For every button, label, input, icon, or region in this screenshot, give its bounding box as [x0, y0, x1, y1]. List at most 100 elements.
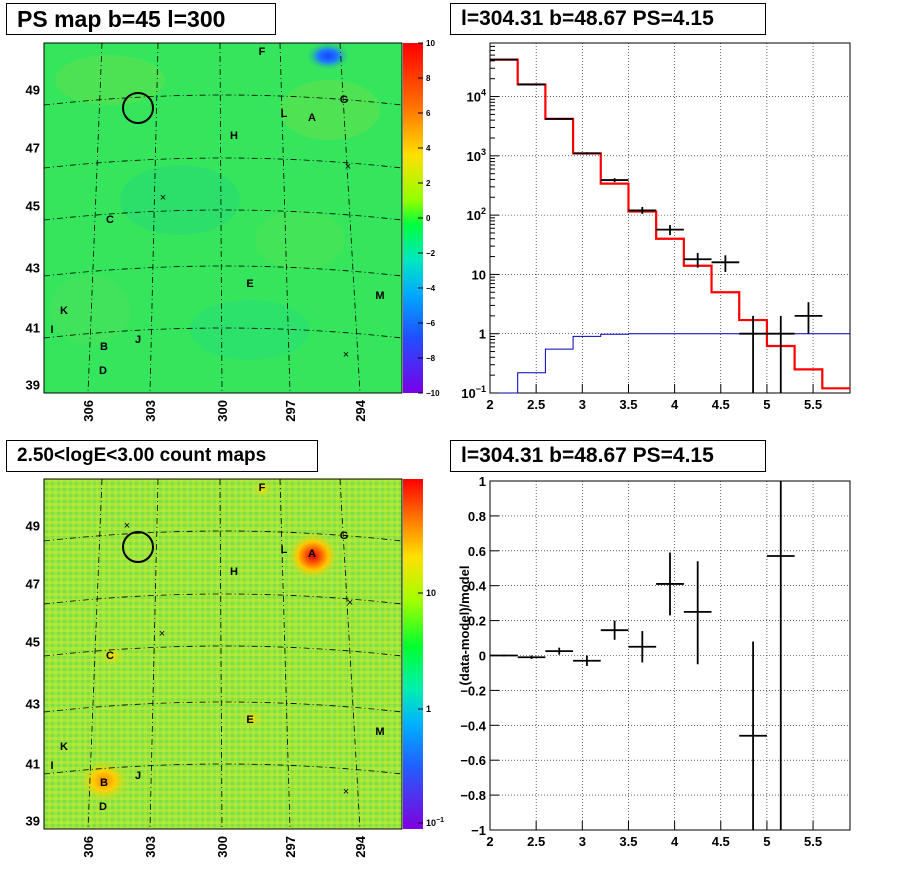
source-label-e: E — [246, 714, 253, 726]
longitude-line — [219, 42, 223, 394]
x-tick-label: 2.5 — [527, 397, 545, 412]
ps-map-grid — [43, 42, 403, 394]
source-marker: × — [347, 597, 353, 609]
source-marker: × — [124, 520, 130, 532]
colorbar-tick-label: 0 — [426, 214, 431, 223]
ps-map-colorbar — [403, 43, 423, 393]
x-tick-label: 2.5 — [527, 834, 545, 849]
y-tick-label: 45 — [26, 198, 40, 213]
y-tick-label: 10−1 — [461, 384, 486, 401]
source-label-h: H — [230, 130, 238, 142]
ps-map-negative-blob — [306, 42, 350, 70]
longitude-line — [279, 478, 291, 830]
colorbar-tick-label: −4 — [426, 284, 436, 293]
x-tick-label: 300 — [215, 836, 230, 858]
data-point — [517, 83, 546, 86]
residual-point — [545, 647, 574, 655]
source-label-l: L — [281, 544, 288, 556]
y-tick-label: 1 — [479, 327, 486, 342]
source-label-f: F — [259, 46, 266, 58]
colorbar-tick-label: 10 — [426, 39, 435, 48]
ps-map-target-circle — [122, 92, 154, 124]
y-tick-label: −0.2 — [460, 683, 486, 698]
data-point — [656, 225, 684, 236]
source-label-j: J — [135, 770, 141, 782]
source-label-b: B — [100, 341, 108, 353]
source-marker: × — [159, 628, 165, 640]
x-tick-label: 3 — [579, 834, 586, 849]
x-tick-label: 4.5 — [712, 397, 730, 412]
ps-map-texture — [50, 55, 380, 360]
longitude-line — [87, 42, 103, 394]
count-map-grid — [43, 478, 403, 830]
source-label-g: G — [340, 94, 349, 106]
count-map-hotspot-b — [78, 759, 130, 803]
y-tick-label: −0.4 — [460, 718, 486, 733]
count-map-panel: F G L A H C E M KI J BD × × × × 306 303 300 297 294 49 47 45 4… — [26, 478, 444, 858]
source-label-i: I — [50, 324, 53, 336]
source-label-k: K — [60, 305, 68, 317]
source-label-i: I — [50, 760, 53, 772]
x-tick-label: 3 — [579, 397, 586, 412]
source-marker: × — [343, 349, 349, 361]
spectrum-frame — [489, 42, 851, 394]
colorbar-tick-label: −2 — [426, 249, 436, 258]
source-label-k: K — [60, 741, 68, 753]
y-tick-label: 0.2 — [468, 614, 486, 629]
data-point — [628, 207, 657, 214]
data-point — [683, 252, 712, 268]
y-tick-label: 43 — [26, 260, 40, 275]
colorbar-tick-label: 2 — [426, 179, 431, 188]
y-tick-label: 43 — [26, 696, 40, 711]
residual-point — [656, 552, 684, 616]
residual-point — [628, 631, 657, 663]
x-tick-label: 3.5 — [619, 834, 637, 849]
source-label-h: H — [230, 566, 238, 578]
colorbar-tick-label: 1 — [426, 704, 431, 714]
longitude-line — [149, 42, 159, 394]
source-label-f: F — [259, 482, 266, 494]
x-tick-label: 297 — [283, 836, 298, 858]
colorbar-tick-label: 4 — [426, 144, 431, 153]
x-tick-label: 306 — [81, 400, 96, 422]
residual-title: l=304.31 b=48.67 PS=4.15 — [450, 440, 766, 472]
y-tick-label: 0.6 — [468, 544, 486, 559]
colorbar-tick-label: −8 — [426, 354, 436, 363]
y-tick-label: −0.6 — [460, 753, 486, 768]
source-label-m: M — [375, 726, 384, 738]
x-tick-label: 303 — [143, 400, 158, 422]
source-label-j: J — [135, 334, 141, 346]
source-marker: × — [345, 161, 351, 173]
y-tick-label: 47 — [26, 576, 40, 591]
source-label-a: A — [308, 112, 316, 124]
y-tick-label: 49 — [26, 82, 40, 97]
colorbar-tick-label: 10−1 — [426, 817, 444, 828]
source-label-c: C — [106, 650, 114, 662]
source-label-m: M — [375, 290, 384, 302]
y-axis-label: (data-model)/model — [457, 566, 472, 686]
count-map-target-circle — [122, 531, 154, 563]
count-map-colorbar — [403, 479, 423, 829]
source-label-e: E — [246, 278, 253, 290]
ps-map-title: PS map b=45 l=300 — [6, 3, 276, 35]
y-tick-label: 0 — [479, 649, 486, 664]
spectrum-title: l=304.31 b=48.67 PS=4.15 — [450, 3, 766, 35]
y-tick-label: 45 — [26, 634, 40, 649]
x-tick-label: 306 — [81, 836, 96, 858]
count-map-title: 2.50<logE<3.00 count maps — [6, 440, 318, 472]
y-tick-label: 103 — [467, 147, 486, 164]
x-tick-label: 5 — [763, 397, 770, 412]
y-tick-label: 39 — [26, 813, 40, 828]
data-point — [490, 58, 518, 61]
residual-point — [517, 655, 546, 659]
colorbar-tick-label: 10 — [426, 588, 436, 598]
y-tick-label: 0.8 — [468, 509, 486, 524]
count-map-hotspot-e — [240, 709, 264, 729]
residual-point — [683, 561, 712, 665]
x-tick-label: 5.5 — [804, 834, 822, 849]
x-tick-label: 4 — [671, 834, 679, 849]
x-tick-label: 303 — [143, 836, 158, 858]
y-tick-label: −1 — [471, 823, 486, 838]
y-tick-label: 49 — [26, 518, 40, 533]
